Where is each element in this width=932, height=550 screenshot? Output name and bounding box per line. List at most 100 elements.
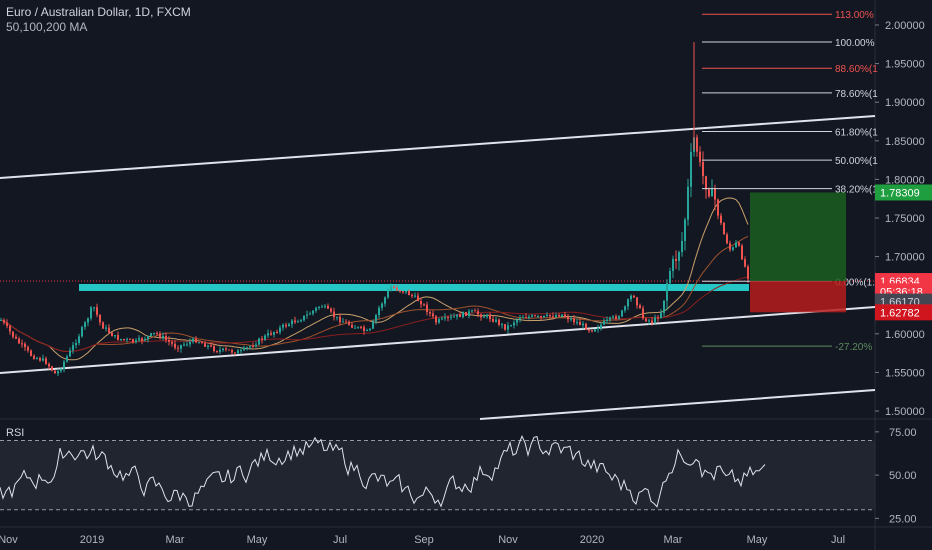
- time-axis-label: May: [247, 534, 268, 546]
- moving-averages: [0, 197, 749, 361]
- candle-body: [720, 215, 722, 223]
- candle-body: [714, 188, 716, 200]
- candle-body: [696, 137, 698, 152]
- candle-body: [621, 310, 623, 317]
- rsi-indicator-label[interactable]: RSI: [6, 427, 25, 439]
- candle-body: [393, 286, 395, 288]
- candle-body: [246, 347, 248, 349]
- candle-body: [495, 319, 497, 322]
- symbol-title[interactable]: Euro / Australian Dollar, 1D, FXCM: [6, 5, 191, 19]
- candle-body: [168, 339, 170, 342]
- candle-body: [426, 304, 428, 313]
- candle-body: [459, 314, 461, 318]
- candle-body: [228, 349, 230, 351]
- price-axis[interactable]: 2.00000 1.95000 1.90000 1.85000 1.80000 1.750…: [875, 20, 932, 418]
- candle-body: [42, 358, 44, 361]
- candle-body: [111, 332, 113, 337]
- candle-body: [15, 336, 17, 339]
- candle-body: [3, 319, 5, 323]
- candle-body: [741, 245, 743, 260]
- fib-level-label: 38.20%(1: [835, 185, 878, 196]
- support-zone-rect: [79, 284, 749, 291]
- price-tick-label: 1.55000: [885, 367, 925, 379]
- candle-body: [315, 307, 317, 311]
- candle-body: [51, 366, 53, 371]
- candle-body: [456, 314, 458, 317]
- candle-body: [75, 343, 77, 346]
- time-axis-label: Sep: [414, 534, 434, 546]
- candle-body: [738, 242, 740, 246]
- candle-body: [588, 329, 590, 331]
- candle-body: [351, 324, 353, 328]
- candle-body: [642, 308, 644, 319]
- candle-body: [252, 346, 254, 348]
- candle-body: [267, 333, 269, 336]
- candle-body: [12, 331, 14, 337]
- time-axis-label: Mar: [664, 534, 683, 546]
- candle-body: [132, 338, 134, 343]
- candle-body: [747, 266, 749, 280]
- candle-body: [453, 316, 455, 318]
- candle-body: [399, 290, 401, 292]
- candle-body: [594, 329, 596, 332]
- long-position-tool[interactable]: [750, 192, 846, 313]
- candle-body: [579, 322, 581, 326]
- candle-body: [255, 344, 257, 347]
- time-axis-label: Nov: [498, 534, 518, 546]
- candle-body: [450, 316, 452, 318]
- fib-level-label: 50.00%(1: [835, 156, 878, 167]
- candle-body: [528, 316, 530, 318]
- candle-body: [612, 316, 614, 318]
- candle-body: [141, 338, 143, 341]
- candle-body: [126, 338, 128, 340]
- candle-body: [654, 317, 656, 323]
- candle-body: [540, 316, 542, 318]
- candle-body: [288, 324, 290, 327]
- candle-body: [675, 258, 677, 261]
- candle-body: [192, 338, 194, 342]
- candle-body: [480, 314, 482, 318]
- chart-legend: Euro / Australian Dollar, 1D, FXCM 50,10…: [6, 5, 191, 35]
- candle-body: [729, 243, 731, 250]
- rsi-tick-label: 75.00: [889, 427, 917, 439]
- candle-body: [666, 283, 668, 301]
- candle-body: [240, 350, 242, 352]
- candle-body: [138, 338, 140, 341]
- candle-body: [507, 325, 509, 330]
- candle-body: [705, 176, 707, 190]
- candle-body: [354, 327, 356, 329]
- candle-body: [567, 316, 569, 320]
- fib-level-label: -27.20%: [835, 342, 872, 353]
- candle-body: [690, 151, 692, 187]
- candle-body: [366, 330, 368, 332]
- candle-body: [546, 314, 548, 316]
- candle-body: [333, 311, 335, 318]
- candle-body: [237, 350, 239, 354]
- candle-body: [744, 259, 746, 267]
- candle-body: [261, 338, 263, 340]
- price-tick-label: 2.00000: [885, 20, 925, 32]
- candle-body: [549, 314, 551, 317]
- ma-indicator-label[interactable]: 50,100,200 MA: [6, 20, 88, 34]
- price-tick-label: 1.90000: [885, 97, 925, 109]
- candle-body: [162, 336, 164, 338]
- candle-body: [537, 316, 539, 318]
- candle-body: [414, 295, 416, 297]
- fibonacci-levels: 113.00% 100.00% 88.60%(1 78.60%(1 61.80%(1 50…: [702, 10, 878, 353]
- candle-body: [183, 344, 185, 346]
- price-tick-label: 1.95000: [885, 59, 925, 71]
- candle-body: [297, 321, 299, 323]
- time-axis[interactable]: Nov 2019 Mar May Jul Sep Nov 2020 Mar May Jul: [0, 534, 845, 546]
- candle-body: [123, 338, 125, 340]
- candle-body: [300, 320, 302, 322]
- candle-body: [144, 339, 146, 341]
- candle-body: [57, 371, 59, 374]
- candle-body: [78, 336, 80, 344]
- rsi-axis[interactable]: 75.00 50.00 25.00: [875, 427, 917, 525]
- candle-body: [165, 336, 167, 340]
- candle-body: [201, 342, 203, 344]
- candle-body: [6, 322, 8, 326]
- candle-body: [687, 186, 689, 220]
- candle-body: [66, 356, 68, 362]
